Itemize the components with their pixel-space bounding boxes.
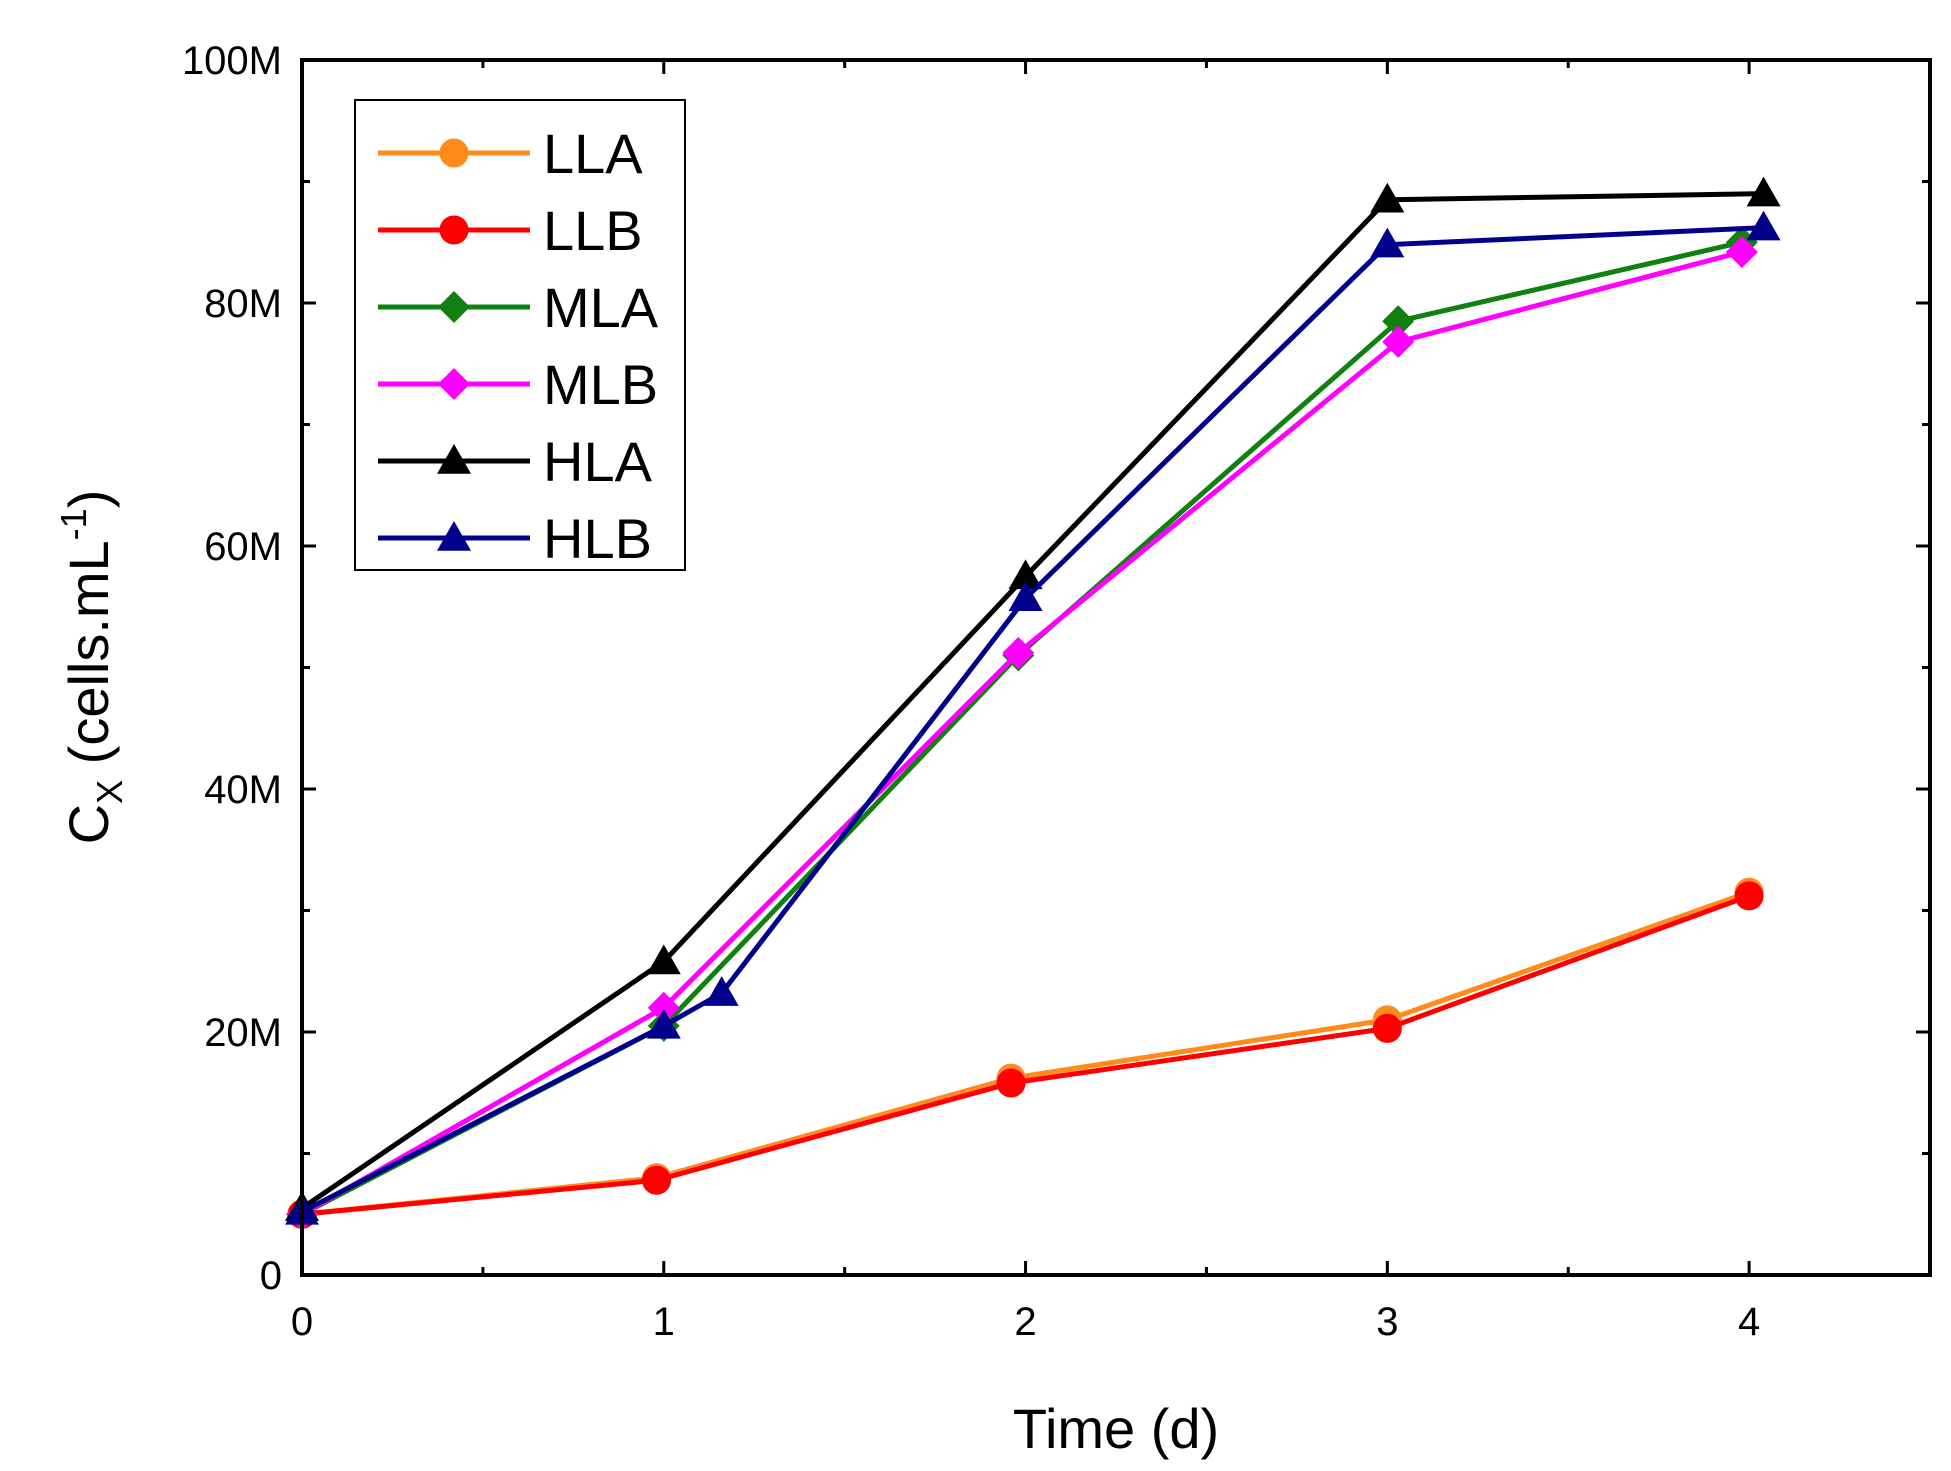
legend: LLA LLB MLA MLB HLA HLB bbox=[354, 99, 686, 571]
y-axis-title-unit: (cells.mL bbox=[57, 540, 120, 780]
legend-marker bbox=[437, 444, 471, 474]
legend-marker bbox=[439, 138, 469, 168]
legend-label: MLA bbox=[543, 276, 659, 339]
legend-item-hla: HLA bbox=[378, 430, 653, 493]
legend-marker bbox=[437, 521, 471, 551]
series-hla bbox=[285, 176, 1781, 1221]
data-point-mlb bbox=[647, 991, 680, 1024]
legend-label: HLA bbox=[543, 430, 653, 493]
y-tick-label: 60M bbox=[204, 525, 282, 569]
x-tick-label: 1 bbox=[653, 1300, 675, 1344]
data-point-llb bbox=[1372, 1013, 1402, 1043]
y-tick-label: 100M bbox=[182, 39, 282, 83]
data-point-hlb bbox=[1746, 210, 1781, 241]
data-point-llb bbox=[642, 1165, 672, 1195]
y-tick-label: 80M bbox=[204, 282, 282, 326]
series-llb bbox=[287, 881, 1764, 1229]
legend-marker bbox=[438, 291, 470, 323]
data-point-mlb bbox=[1725, 235, 1758, 268]
data-point-mlb bbox=[1002, 636, 1035, 669]
x-axis-title: Time (d) bbox=[1013, 1397, 1219, 1460]
legend-item-mla: MLA bbox=[378, 276, 659, 339]
legend-marker bbox=[439, 215, 469, 245]
y-tick-label: 40M bbox=[204, 768, 282, 812]
data-point-hla bbox=[1370, 182, 1405, 213]
legend-item-mlb: MLB bbox=[378, 353, 658, 416]
x-tick-label: 3 bbox=[1376, 1300, 1398, 1344]
legend-marker bbox=[438, 368, 470, 400]
legend-label: LLA bbox=[543, 122, 643, 185]
series-lla bbox=[287, 877, 1764, 1229]
series-line-llb bbox=[301, 893, 1750, 1217]
legend-label: HLB bbox=[543, 507, 652, 570]
y-axis-title-subscript: X bbox=[89, 780, 130, 804]
series-line-lla bbox=[301, 889, 1750, 1217]
data-point-hlb bbox=[1008, 581, 1043, 611]
x-tick-label: 4 bbox=[1738, 1300, 1760, 1344]
data-point-hlb bbox=[704, 976, 739, 1006]
data-point-hlb bbox=[1370, 227, 1405, 258]
data-point-llb bbox=[996, 1068, 1026, 1098]
data-point-mlb bbox=[1382, 325, 1415, 358]
y-tick-label: 0 bbox=[260, 1254, 282, 1298]
y-tick-label: 20M bbox=[204, 1011, 282, 1055]
legend-box bbox=[354, 99, 686, 571]
x-tick-label: 2 bbox=[1014, 1300, 1036, 1344]
legend-item-hlb: HLB bbox=[378, 507, 652, 570]
series-layer bbox=[285, 176, 1781, 1231]
legend-item-lla: LLA bbox=[378, 122, 643, 185]
y-axis-title-close: ) bbox=[57, 490, 120, 509]
legend-label: LLB bbox=[543, 199, 643, 262]
data-point-hlb bbox=[646, 1008, 681, 1039]
series-hlb bbox=[285, 210, 1781, 1225]
data-point-mla bbox=[1382, 305, 1415, 338]
y-axis-title: CX (cells.mL-1) bbox=[53, 490, 130, 845]
legend-item-llb: LLB bbox=[378, 199, 643, 262]
data-point-hla bbox=[646, 944, 681, 975]
series-line-hlb bbox=[300, 225, 1764, 1215]
data-point-llb bbox=[1734, 881, 1764, 911]
x-tick-label: 0 bbox=[291, 1300, 313, 1344]
data-point-hla bbox=[1746, 176, 1781, 207]
series-mlb bbox=[286, 235, 1758, 1231]
data-point-hla bbox=[1008, 559, 1043, 590]
axis-layer: 0 1 2 3 4 0 20M 40M 60M 80M 100M bbox=[182, 39, 1932, 1344]
y-axis-title-superscript: -1 bbox=[53, 508, 94, 540]
legend-label: MLB bbox=[543, 353, 658, 416]
y-axis-title-main: C bbox=[57, 804, 120, 844]
